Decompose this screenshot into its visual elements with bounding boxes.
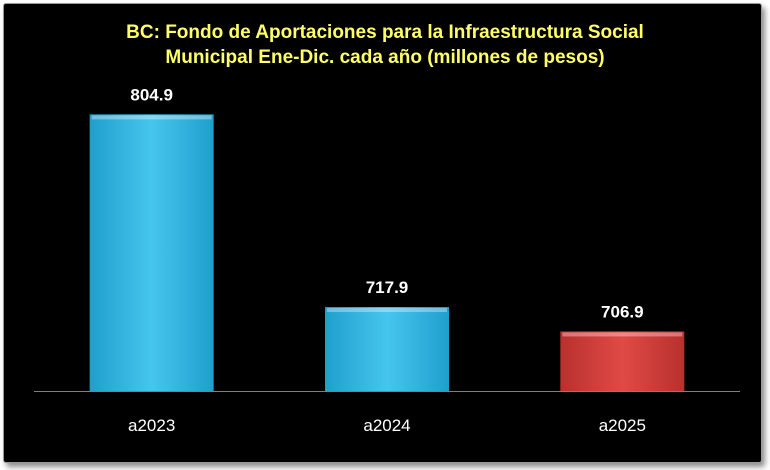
data-label-a2025: 706.9 bbox=[601, 302, 644, 321]
data-label-a2024: 717.9 bbox=[366, 278, 409, 297]
labels-group: 804.9 a2023 717.9 a2024 706.9 a2025 bbox=[128, 85, 646, 435]
bar-a2025 bbox=[560, 331, 685, 391]
chart-title-line-1: BC: Fondo de Aportaciones para la Infrae… bbox=[126, 22, 644, 43]
x-tick-label-a2024: a2024 bbox=[363, 416, 410, 435]
bars-group bbox=[89, 114, 685, 391]
chart-title: BC: Fondo de Aportaciones para la Infrae… bbox=[0, 20, 770, 70]
data-label-a2023: 804.9 bbox=[130, 85, 173, 104]
bar-a2024 bbox=[325, 307, 449, 391]
bar-highlight-a2023 bbox=[91, 115, 212, 120]
bar-highlight-a2024 bbox=[327, 308, 447, 313]
x-tick-label-a2023: a2023 bbox=[128, 416, 175, 435]
bar-a2023 bbox=[89, 114, 214, 391]
x-tick-label-a2025: a2025 bbox=[599, 416, 646, 435]
chart-title-line-2: Municipal Ene-Dic. cada año (millones de… bbox=[165, 47, 605, 68]
bar-highlight-a2025 bbox=[562, 332, 683, 337]
